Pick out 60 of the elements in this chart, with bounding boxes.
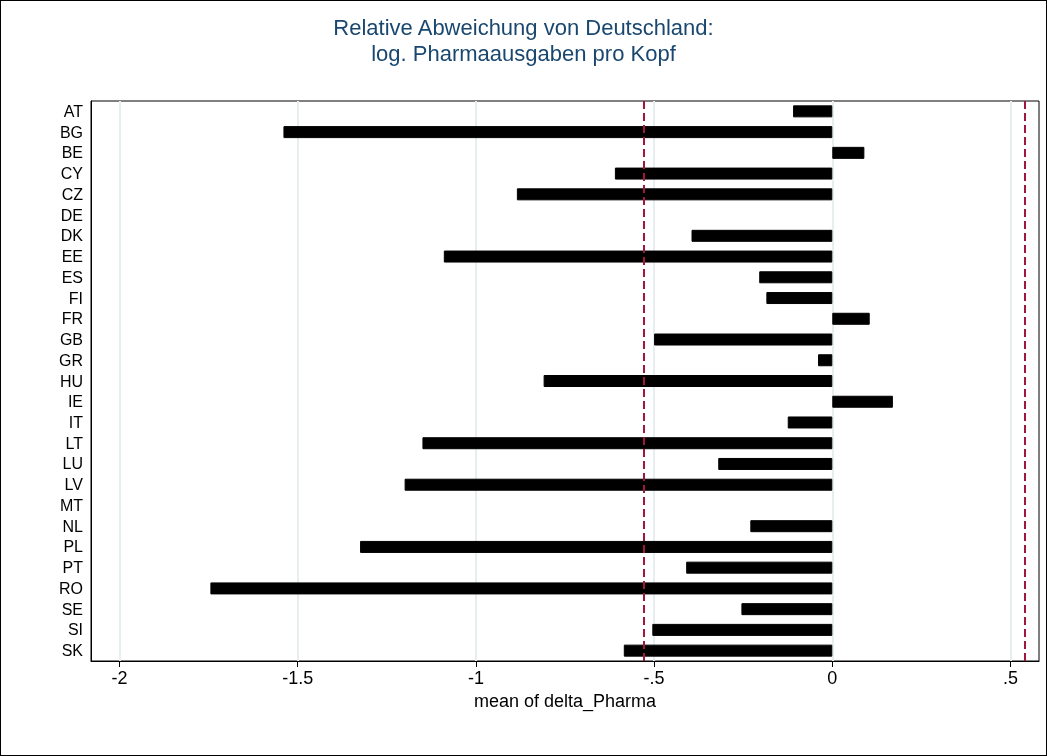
bar (787, 416, 833, 429)
y-tick-label: LU (62, 455, 83, 473)
y-tick-label: FR (61, 310, 83, 328)
y-tick-label: CZ (61, 185, 84, 203)
bar (818, 354, 833, 367)
bar (210, 582, 833, 595)
bar (793, 105, 833, 118)
x-tick-label: .5 (1002, 668, 1018, 688)
bar (750, 520, 833, 533)
y-tick-label: LV (64, 476, 84, 494)
x-tick-label: -2 (111, 668, 128, 688)
bar (832, 312, 870, 325)
y-tick-label: ES (61, 268, 83, 286)
y-tick-label: IT (68, 413, 84, 431)
bar (832, 395, 893, 408)
y-tick-label: HU (59, 372, 83, 390)
bar (759, 271, 833, 284)
chart-title: Relative Abweichung von Deutschland: log. Pharmaausgaben pro Kopf (333, 14, 714, 66)
x-tick-label: -1 (467, 668, 484, 688)
bar (691, 229, 833, 242)
y-tick-label: BG (59, 123, 83, 141)
bar (283, 126, 833, 139)
y-tick-label: RO (59, 579, 83, 597)
bar (404, 478, 833, 491)
x-tick-label: -.5 (643, 668, 665, 688)
bar (360, 540, 833, 553)
bar (652, 623, 833, 636)
y-tick-label: PT (62, 559, 84, 577)
y-tick-label: MT (59, 496, 84, 514)
bar (718, 457, 833, 470)
y-tick-label: IE (67, 393, 83, 411)
y-tick-label: GR (59, 351, 83, 369)
bar (654, 333, 833, 346)
y-tick-label: PL (63, 538, 84, 556)
y-tick-label: GB (59, 331, 83, 349)
y-tick-label: DK (60, 227, 84, 245)
bar (741, 603, 833, 616)
y-tick-label: EE (61, 248, 83, 266)
y-tick-label: AT (63, 102, 84, 120)
y-tick-label: NL (62, 517, 84, 535)
bar (614, 167, 833, 180)
y-tick-label: CY (60, 165, 84, 183)
y-tick-label: SE (61, 600, 83, 618)
x-tick-label: 0 (827, 668, 838, 688)
x-axis-title: mean of delta_Pharma (473, 690, 658, 712)
y-tick-label: SK (61, 642, 84, 660)
bar (516, 188, 833, 201)
bar (443, 250, 833, 263)
y-tick-label: DE (60, 206, 83, 224)
x-tick-label: -1.5 (282, 668, 314, 688)
bar (543, 375, 833, 387)
y-tick-label: SI (67, 621, 83, 639)
y-tick-label: BE (61, 144, 83, 162)
bar (686, 561, 833, 574)
y-tick-label: FI (68, 289, 83, 307)
bar (623, 644, 833, 657)
y-tick-label: LT (65, 434, 84, 452)
bar (832, 146, 865, 159)
bar (766, 292, 833, 305)
bar (422, 437, 833, 450)
